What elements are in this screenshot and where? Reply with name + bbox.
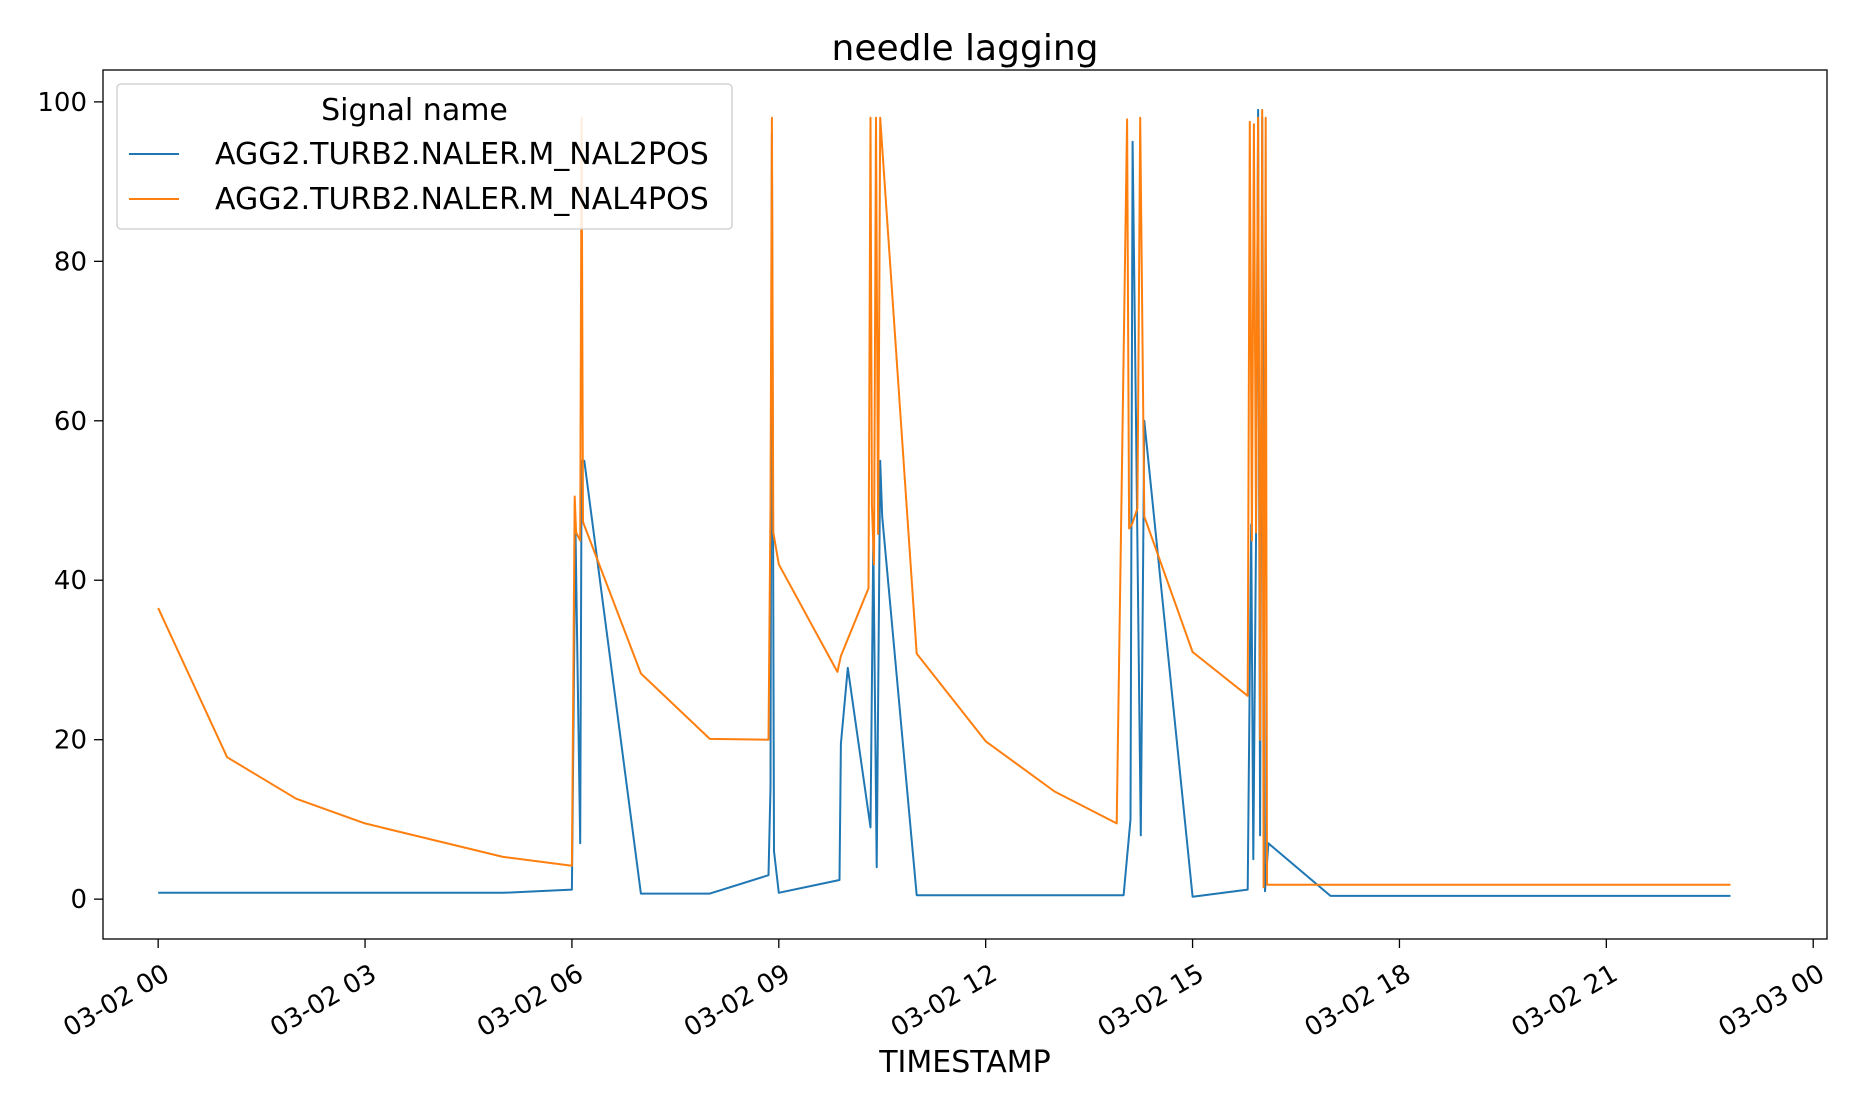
y-tick-label: 0 xyxy=(70,885,87,915)
legend-title: Signal name xyxy=(321,93,508,128)
y-tick-label: 20 xyxy=(54,726,87,756)
legend-entry-label: AGG2.TURB2.NALER.M_NAL4POS xyxy=(215,182,709,217)
legend-entry-label: AGG2.TURB2.NALER.M_NAL2POS xyxy=(215,137,709,172)
y-axis-ticks: 0 20 40 60 80 100 xyxy=(37,88,103,915)
y-tick-label: 60 xyxy=(54,407,87,437)
y-tick-label: 80 xyxy=(54,247,87,277)
y-tick-label: 40 xyxy=(54,566,87,596)
legend-box xyxy=(116,83,733,230)
series-layer xyxy=(157,108,1731,898)
y-tick-label: 100 xyxy=(37,88,87,118)
legend: Signal name AGG2.TURB2.NALER.M_NAL2POS AG… xyxy=(116,83,733,230)
x-axis-label: TIMESTAMP xyxy=(878,1045,1051,1080)
series-line-2 xyxy=(157,108,1731,889)
plot-frame xyxy=(102,69,1828,940)
chart-title: needle lagging xyxy=(832,28,1099,69)
